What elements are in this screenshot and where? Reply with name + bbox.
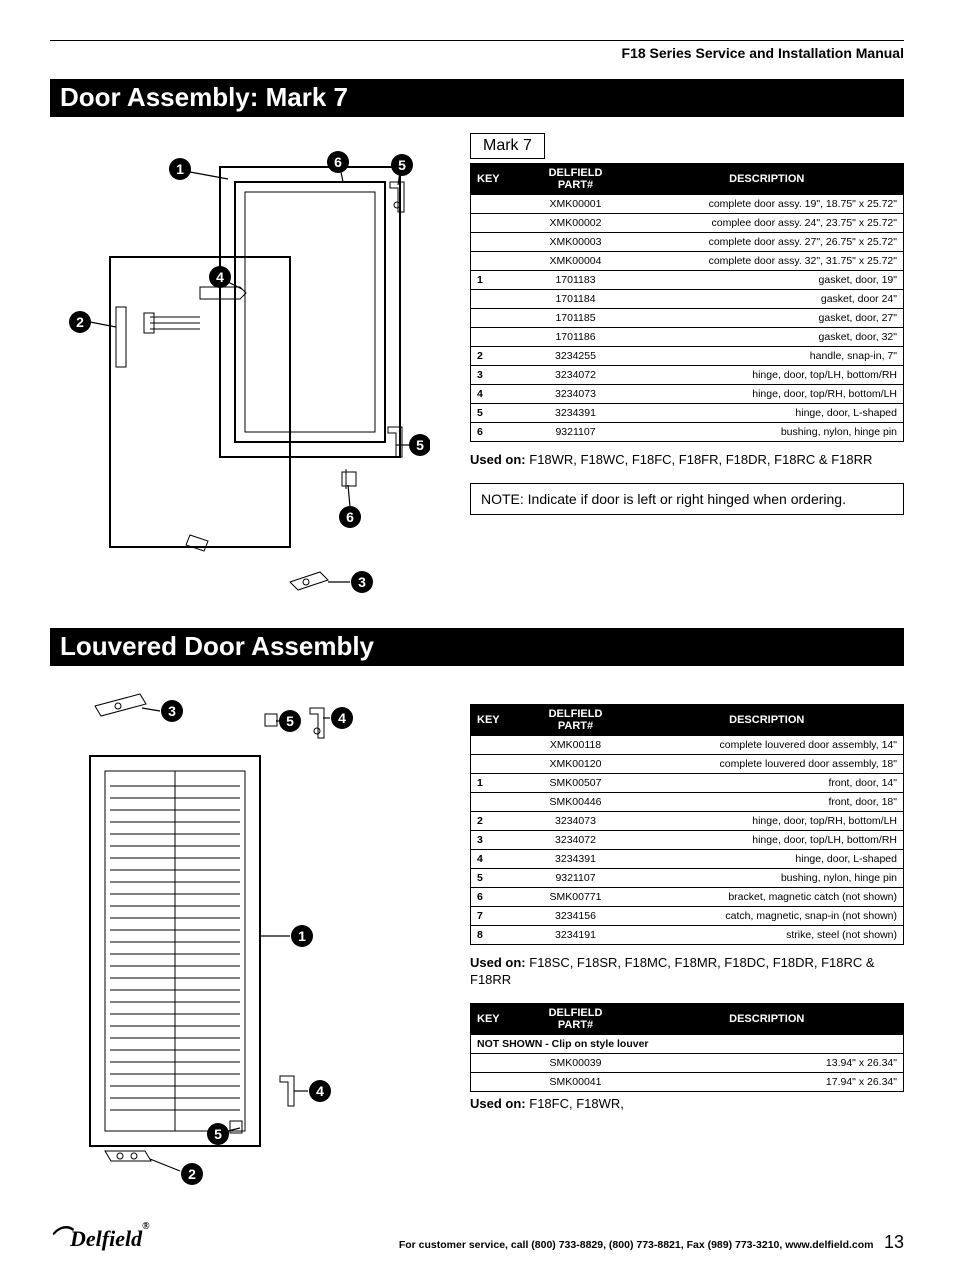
svg-text:2: 2 xyxy=(188,1166,196,1182)
table-row: SMK00446front, door, 18" xyxy=(471,793,904,812)
table-row: 1SMK00507front, door, 14" xyxy=(471,774,904,793)
louvered-door-diagram: 3 5 4 1 4 5 2 xyxy=(50,676,430,1201)
table-row: 83234191strike, steel (not shown) xyxy=(471,926,904,945)
used-on-2: Used on: F18SC, F18SR, F18MC, F18MR, F18… xyxy=(470,955,904,989)
table-row: 1701186gasket, door, 32" xyxy=(471,328,904,347)
table-row: 1701185gasket, door, 27" xyxy=(471,309,904,328)
svg-text:1: 1 xyxy=(176,161,184,177)
svg-text:6: 6 xyxy=(334,154,342,170)
table-row: XMK00003complete door assy. 27", 26.75" … xyxy=(471,233,904,252)
svg-text:6: 6 xyxy=(346,509,354,525)
svg-text:1: 1 xyxy=(298,928,306,944)
callout-6b: 6 xyxy=(339,506,361,528)
not-shown-note: NOT SHOWN - Clip on style louver xyxy=(471,1035,904,1054)
callout-2: 2 xyxy=(69,311,91,333)
table-row: XMK00001complete door assy. 19", 18.75" … xyxy=(471,195,904,214)
table-row: XMK00120complete louvered door assembly,… xyxy=(471,755,904,774)
hinge-note: NOTE: Indicate if door is left or right … xyxy=(470,483,904,515)
table-row: 43234073hinge, door, top/RH, bottom/LH xyxy=(471,385,904,404)
mark7-tab: Mark 7 xyxy=(470,133,545,159)
door-assembly-diagram: 1 6 5 4 2 5 6 3 xyxy=(50,127,430,612)
table-row: 1701184gasket, door 24" xyxy=(471,290,904,309)
col-desc: DESCRIPTION xyxy=(631,1003,904,1035)
col-key: KEY xyxy=(471,163,521,195)
table-row: 23234255handle, snap-in, 7" xyxy=(471,347,904,366)
callout-5b: 5 xyxy=(409,434,430,456)
manual-title: F18 Series Service and Installation Manu… xyxy=(50,45,904,61)
col-desc: DESCRIPTION xyxy=(631,704,904,736)
svg-text:5: 5 xyxy=(286,713,294,729)
callout-4: 4 xyxy=(209,266,231,288)
col-part: DELFIELDPART# xyxy=(521,163,631,195)
callout-3: 3 xyxy=(351,571,373,593)
table-row: 23234073hinge, door, top/RH, bottom/LH xyxy=(471,812,904,831)
table-row: 33234072hinge, door, top/LH, bottom/RH xyxy=(471,366,904,385)
table-row: XMK00004complete door assy. 32", 31.75" … xyxy=(471,252,904,271)
svg-text:5: 5 xyxy=(214,1126,222,1142)
svg-text:2: 2 xyxy=(76,314,84,330)
col-part: DELFIELDPART# xyxy=(521,1003,631,1035)
table-row: SMK0004117.94" x 26.34" xyxy=(471,1073,904,1092)
table-row: 69321107bushing, nylon, hinge pin xyxy=(471,423,904,442)
clip-on-louver-table: KEY DELFIELDPART# DESCRIPTION NOT SHOWN … xyxy=(470,1003,904,1092)
svg-text:3: 3 xyxy=(358,574,366,590)
top-rule xyxy=(50,40,904,41)
table-row: 73234156catch, magnetic, snap-in (not sh… xyxy=(471,907,904,926)
section2-title: Louvered Door Assembly xyxy=(50,628,904,666)
table-row: 43234391hinge, door, L-shaped xyxy=(471,850,904,869)
svg-text:4: 4 xyxy=(216,269,224,285)
table-row: 53234391hinge, door, L-shaped xyxy=(471,404,904,423)
used-on-1: Used on: F18WR, F18WC, F18FC, F18FR, F18… xyxy=(470,452,904,469)
table-row: 6SMK00771bracket, magnetic catch (not sh… xyxy=(471,888,904,907)
callout-5a: 5 xyxy=(391,154,413,176)
col-desc: DESCRIPTION xyxy=(631,163,904,195)
svg-text:4: 4 xyxy=(338,710,346,726)
section1-title: Door Assembly: Mark 7 xyxy=(50,79,904,117)
table-row: SMK0003913.94" x 26.34" xyxy=(471,1054,904,1073)
table-row: 11701183gasket, door, 19" xyxy=(471,271,904,290)
callout-6a: 6 xyxy=(327,151,349,173)
svg-text:3: 3 xyxy=(168,703,176,719)
table-row: XMK00118complete louvered door assembly,… xyxy=(471,736,904,755)
brand-logo: ⌒Delfield® xyxy=(50,1221,150,1253)
used-on-3: Used on: F18FC, F18WR, xyxy=(470,1096,904,1113)
footer-service-text: For customer service, call (800) 733-882… xyxy=(399,1239,874,1251)
svg-text:4: 4 xyxy=(316,1083,324,1099)
svg-text:5: 5 xyxy=(398,157,406,173)
callout-1: 1 xyxy=(169,158,191,180)
table-row: 59321107bushing, nylon, hinge pin xyxy=(471,869,904,888)
page-number: 13 xyxy=(884,1232,904,1252)
col-part: DELFIELDPART# xyxy=(521,704,631,736)
svg-text:5: 5 xyxy=(416,437,424,453)
col-key: KEY xyxy=(471,1003,521,1035)
table-row: 33234072hinge, door, top/LH, bottom/RH xyxy=(471,831,904,850)
louvered-parts-table: KEY DELFIELDPART# DESCRIPTION XMK00118co… xyxy=(470,704,904,945)
col-key: KEY xyxy=(471,704,521,736)
table-row: XMK00002complee door assy. 24", 23.75" x… xyxy=(471,214,904,233)
mark7-parts-table: KEY DELFIELDPART# DESCRIPTION XMK00001co… xyxy=(470,163,904,442)
